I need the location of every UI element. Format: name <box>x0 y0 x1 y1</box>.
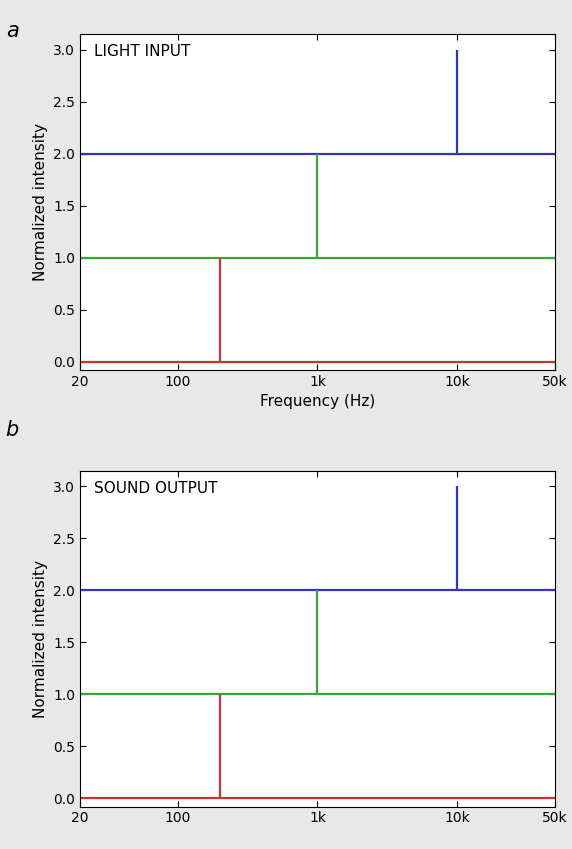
Y-axis label: Normalized intensity: Normalized intensity <box>33 559 47 717</box>
Text: LIGHT INPUT: LIGHT INPUT <box>94 44 190 59</box>
Y-axis label: Normalized intensity: Normalized intensity <box>33 123 47 281</box>
Text: b: b <box>6 420 19 441</box>
X-axis label: Frequency (Hz): Frequency (Hz) <box>260 394 375 409</box>
Text: a: a <box>6 21 18 42</box>
Text: SOUND OUTPUT: SOUND OUTPUT <box>94 481 218 496</box>
